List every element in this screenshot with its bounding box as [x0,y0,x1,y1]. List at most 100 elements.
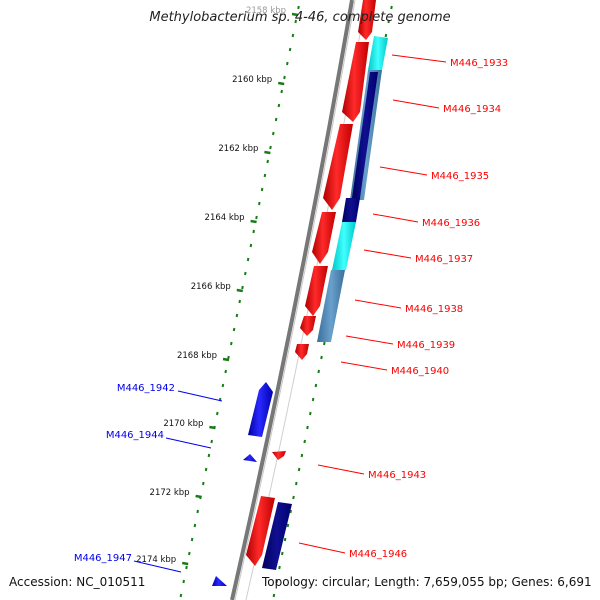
ruler-dot [288,47,292,52]
gene-arrow[interactable] [272,451,286,460]
ruler-tick-label: 2170 kbp [163,419,203,429]
gene-arrow[interactable] [312,212,336,264]
ruler-tick [181,561,189,566]
gene-arrow[interactable] [300,316,316,336]
ruler-dot [272,593,276,598]
gene-label[interactable]: M446_1943 [368,470,426,481]
ruler-dot [188,551,191,556]
ruler-tick-label: 2164 kbp [205,213,245,223]
accession-text: Accession: NC_010511 [9,575,146,589]
gene-label[interactable]: M446_1935 [431,171,489,182]
ruler-tick [264,150,271,155]
ruler-dot [224,369,227,374]
gene-arrow[interactable] [212,576,227,586]
gene-block[interactable] [342,198,360,222]
ruler-dot [277,103,281,108]
ruler-dot [274,117,278,122]
ruler-dot [320,355,323,360]
ruler-dot [238,299,241,304]
gene-arrow[interactable] [358,0,376,40]
ruler-dot [260,187,264,192]
gene-arrow[interactable] [323,124,353,210]
ruler-dot [286,61,289,66]
gene-block[interactable] [317,270,345,342]
ruler-tick [291,12,299,17]
ruler-dot [179,593,183,598]
ruler-dot [278,565,281,570]
forward-strand-genes [246,0,376,566]
gene-arrow[interactable] [305,266,328,316]
ruler-dot [204,467,208,472]
gene-block[interactable] [332,222,356,270]
ruler-tick [236,288,244,293]
gene-label[interactable]: M446_1944 [106,430,164,441]
gene-label[interactable]: M446_1937 [415,254,473,265]
ruler-dot [323,341,326,346]
ruler-dot [280,89,283,94]
gene-label[interactable]: M446_1939 [397,340,455,351]
ruler-dot [249,243,253,248]
ruler-dot [227,355,230,360]
gene-label[interactable]: M446_1933 [450,58,508,69]
gene-arrow[interactable] [246,496,275,566]
gene-block[interactable] [368,36,388,70]
ruler-dot [207,453,211,458]
ruler-dot [294,19,297,24]
ruler-dot [289,509,292,514]
gene-label-line [165,437,212,449]
ruler-dot [255,215,258,220]
gene-label-line [372,213,419,223]
ruler-dot [384,33,388,38]
ruler-dot [387,19,390,24]
gene-label-line [363,249,412,259]
gene-block[interactable] [262,502,292,570]
gene-label-line [317,464,365,475]
ruler-dot [303,439,306,444]
gene-label[interactable]: M446_1942 [117,383,175,394]
gene-label-line [177,390,223,402]
ruler-dot [390,5,393,10]
gene-label-line [133,560,182,573]
ruler-dot [292,495,295,500]
ruler-tick [250,219,257,224]
gene-label[interactable]: M446_1936 [422,218,480,229]
gene-label[interactable]: M446_1940 [391,366,449,377]
gene-label-line [392,99,440,109]
ruler-dot [235,313,239,318]
ruler-tick-label: 2166 kbp [191,282,231,292]
ruler-dot [258,201,261,206]
gene-labels: M446_1933 M446_1934 M446_1935 M446_1936 M446… [74,58,508,564]
gene-label[interactable]: M446_1934 [443,104,501,115]
ruler-dot [272,131,275,136]
ruler-dot [283,537,287,542]
ruler-tick-label: 2162 kbp [218,144,258,154]
ruler-dot [202,481,205,486]
gene-arrow[interactable] [248,382,273,437]
ruler-tick-label: 2168 kbp [177,351,217,361]
ruler-dot [241,285,244,290]
ruler-tick-label: 2160 kbp [232,75,272,85]
gene-arrow[interactable] [243,454,257,462]
ruler-dot [266,159,269,164]
gene-label-line [298,542,346,554]
ruler-dot [185,565,188,570]
gene-arrow[interactable] [295,344,309,360]
gene-block[interactable] [352,72,378,198]
secondary-track-genes [262,36,388,570]
ruler-tick [222,357,230,362]
gene-label[interactable]: M446_1947 [74,553,132,564]
ruler-dot [286,523,290,528]
gene-label-line [391,54,447,63]
ruler-dot [182,579,185,584]
ruler-dot [210,439,213,444]
gene-label[interactable]: M446_1938 [405,304,463,315]
gene-label[interactable]: M446_1946 [349,549,407,560]
ruler-dot [281,551,284,556]
ruler-tick-label: 2174 kbp [136,555,176,565]
ruler-dot [263,173,267,178]
ruler-dot [275,579,278,584]
gene-arrow[interactable] [342,42,369,122]
ruler-dot [230,341,233,346]
ruler-dot [283,75,286,80]
